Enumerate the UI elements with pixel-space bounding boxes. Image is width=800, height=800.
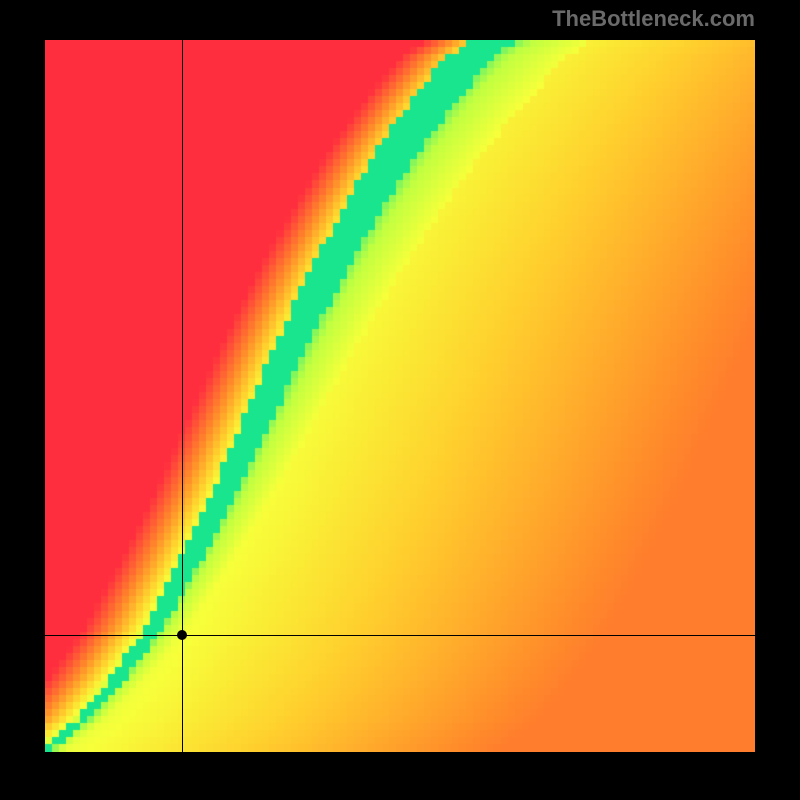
watermark-text: TheBottleneck.com bbox=[552, 6, 755, 32]
heatmap-plot bbox=[45, 40, 755, 752]
crosshair-vertical bbox=[182, 40, 183, 752]
crosshair-marker bbox=[177, 630, 187, 640]
crosshair-horizontal bbox=[45, 635, 755, 636]
heatmap-canvas bbox=[45, 40, 755, 752]
